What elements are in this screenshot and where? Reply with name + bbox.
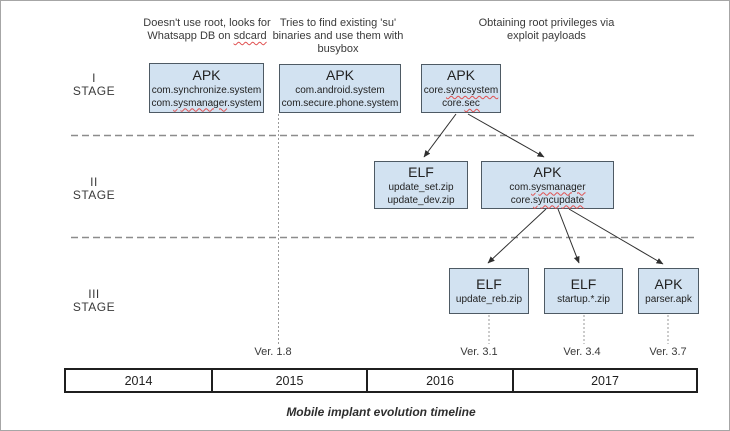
box-apk-parser: APK parser.apk (638, 268, 699, 314)
box-elf-startup: ELF startup.*.zip (544, 268, 623, 314)
annotation-line: Obtaining root privileges via (478, 17, 615, 29)
arrow-s1-to-elf (423, 113, 457, 158)
version-label-3-7: Ver. 3.7 (649, 346, 687, 358)
box-apk-android-system: APK com.android.system com.secure.phone.… (279, 64, 401, 113)
annotation-line: binaries and use them with (272, 30, 404, 42)
version-label-3-1: Ver. 3.1 (460, 346, 498, 358)
misspell-underline: syncupdate (533, 194, 585, 206)
stage-label-3: III STAGE (72, 287, 116, 314)
misspell-underline: sysmanager (531, 181, 586, 193)
annotation-line: Tries to find existing 'su' (279, 17, 397, 29)
misspell-underline: sysmanager (173, 97, 228, 109)
timeline-year-2015: 2015 (213, 370, 368, 391)
annotation-stage1-mid: Tries to find existing 'su' binaries and… (263, 17, 413, 56)
misspell-underline: sec (464, 98, 480, 109)
box-apk-synchronize-system: APK com.synchronize.system com.sysmanage… (149, 63, 264, 113)
arrow-s2-to-elf1 (487, 208, 547, 264)
diagram-caption: Mobile implant evolution timeline (286, 405, 476, 419)
misspell-underline: sdcard (233, 30, 267, 42)
arrow-s2-to-apk3 (568, 208, 664, 265)
box-elf-update-reb: ELF update_reb.zip (449, 268, 529, 314)
timeline-year-2016: 2016 (368, 370, 514, 391)
arrow-s1-to-apk (467, 113, 545, 158)
box-apk-core-syncsystem: APK core.syncsystem core.sec (421, 64, 501, 113)
timeline-year-2014: 2014 (66, 370, 213, 391)
box-elf-update-set: ELF update_set.zip update_dev.zip (374, 161, 468, 209)
version-label-1-8: Ver. 1.8 (254, 346, 292, 358)
annotation-stage1-left: Doesn't use root, looks for Whatsapp DB … (127, 17, 287, 43)
annotation-line: exploit payloads (507, 30, 586, 42)
version-label-3-4: Ver. 3.4 (563, 346, 601, 358)
annotation-line: busybox (317, 43, 359, 55)
arrow-s2-to-elf2 (557, 208, 580, 264)
timeline-year-bar: 2014 2015 2016 2017 (64, 368, 698, 393)
stage-label-2: II STAGE (72, 175, 116, 202)
annotation-root-exploit: Obtaining root privileges via exploit pa… (459, 17, 634, 43)
box-apk-sysmanager-syncupdate: APK com.sysmanager core.syncupdate (481, 161, 614, 209)
annotation-line: Doesn't use root, looks for (143, 17, 271, 29)
stage-label-1: I STAGE (72, 71, 116, 98)
timeline-year-2017: 2017 (591, 373, 619, 388)
annotation-line: Whatsapp DB on sdcard (147, 30, 267, 42)
misspell-underline: syncsystem (446, 85, 499, 96)
